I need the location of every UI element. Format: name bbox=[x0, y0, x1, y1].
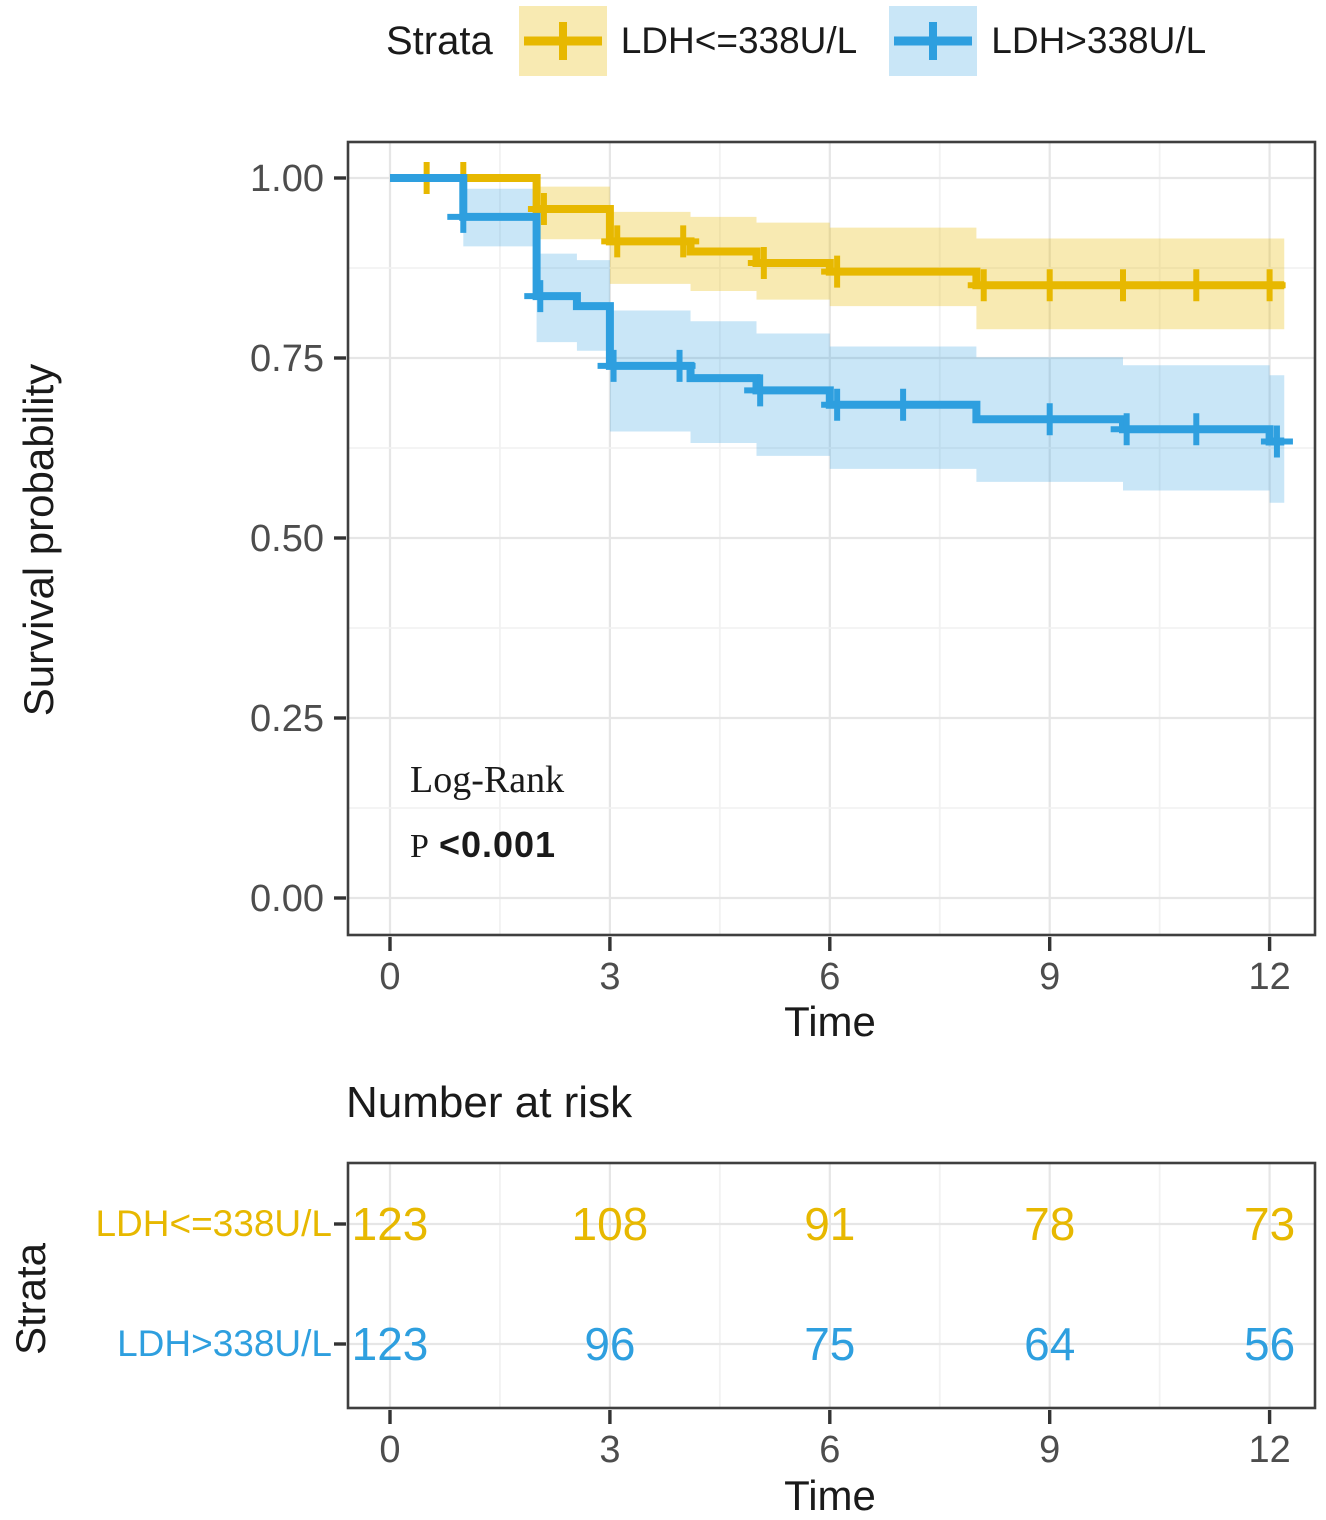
risk-x-tick-label: 6 bbox=[819, 1429, 840, 1471]
gridlines bbox=[348, 142, 1315, 935]
x-tick-label: 9 bbox=[1039, 956, 1060, 998]
y-tick-label: 0.00 bbox=[250, 878, 324, 920]
risk-count: 56 bbox=[1244, 1318, 1295, 1370]
main-axes: 0 3 6 9 12 1.00 0.75 0.50 0.25 0.00 bbox=[250, 158, 1291, 998]
x-axis-title-risk: Time bbox=[784, 1472, 876, 1519]
risk-count: 123 bbox=[352, 1198, 429, 1250]
risk-count: 108 bbox=[572, 1198, 649, 1250]
y-tick-label: 0.75 bbox=[250, 338, 324, 380]
legend-label-ldh-high: LDH>338U/L bbox=[991, 20, 1207, 61]
ci-band-series-1 bbox=[463, 188, 1285, 503]
risk-x-tick-label: 3 bbox=[599, 1429, 620, 1471]
risk-x-tick-label: 9 bbox=[1039, 1429, 1060, 1471]
y-tick-label: 0.25 bbox=[250, 698, 324, 740]
pvalue-prefix: P bbox=[410, 828, 429, 865]
risk-table-gridlines bbox=[348, 1163, 1315, 1408]
risk-table-title: Number at risk bbox=[346, 1078, 633, 1127]
legend: Strata LDH<=338U/L LDH>338U/L bbox=[386, 0, 1238, 82]
risk-x-tick-label: 12 bbox=[1248, 1429, 1290, 1471]
risk-row-label-ldh-low: LDH<=338U/L bbox=[95, 1203, 332, 1244]
risk-count: 123 bbox=[352, 1318, 429, 1370]
plot-panel-border bbox=[346, 140, 1317, 937]
pvalue-annotation: P <0.001 bbox=[410, 824, 556, 866]
x-tick-label: 12 bbox=[1248, 956, 1290, 998]
risk-count: 91 bbox=[804, 1198, 855, 1250]
legend-label-ldh-low: LDH<=338U/L bbox=[620, 20, 858, 61]
legend-key-ldh-low-icon bbox=[518, 6, 607, 76]
ci-band-series-0 bbox=[536, 186, 1285, 330]
risk-count: 78 bbox=[1024, 1198, 1075, 1250]
risk-count: 73 bbox=[1244, 1198, 1295, 1250]
x-tick-label: 6 bbox=[819, 956, 840, 998]
risk-count: 75 bbox=[804, 1318, 855, 1370]
survival-curve-series-1 bbox=[390, 174, 1285, 446]
y-tick-label: 0.50 bbox=[250, 518, 324, 560]
risk-table-y-axis-title: Strata bbox=[7, 1242, 54, 1356]
risk-table-row-0: 123 108 91 78 73 bbox=[334, 1198, 1295, 1250]
censor-marks-series-1 bbox=[447, 200, 1293, 458]
pvalue-value: <0.001 bbox=[438, 824, 557, 865]
risk-table-row-1: 123 96 75 64 56 bbox=[334, 1318, 1295, 1370]
legend-item-ldh-high: LDH>338U/L bbox=[889, 6, 1238, 76]
legend-key-ldh-high-icon bbox=[889, 6, 978, 76]
risk-count: 64 bbox=[1024, 1318, 1075, 1370]
confidence-bands bbox=[463, 186, 1285, 503]
x-tick-label: 3 bbox=[599, 956, 620, 998]
legend-item-ldh-low: LDH<=338U/L bbox=[518, 6, 890, 76]
x-axis-title-main: Time bbox=[784, 998, 876, 1045]
y-axis-title: Survival probability bbox=[15, 363, 62, 717]
km-plot: 0 3 6 9 12 1.00 0.75 0.50 0.25 0.00 bbox=[250, 140, 1317, 998]
logrank-annotation: Log-Rank bbox=[410, 759, 565, 801]
risk-count: 96 bbox=[584, 1318, 635, 1370]
risk-panel-border bbox=[346, 1161, 1317, 1410]
risk-row-label-ldh-high: LDH>338U/L bbox=[117, 1323, 332, 1364]
legend-title: Strata bbox=[386, 18, 493, 63]
y-tick-label: 1.00 bbox=[250, 158, 324, 200]
risk-table: 123 108 91 78 73 123 96 75 64 56 0 3 6 9 12 bbox=[334, 1161, 1317, 1471]
x-tick-label: 0 bbox=[379, 956, 400, 998]
risk-x-tick-label: 0 bbox=[379, 1429, 400, 1471]
